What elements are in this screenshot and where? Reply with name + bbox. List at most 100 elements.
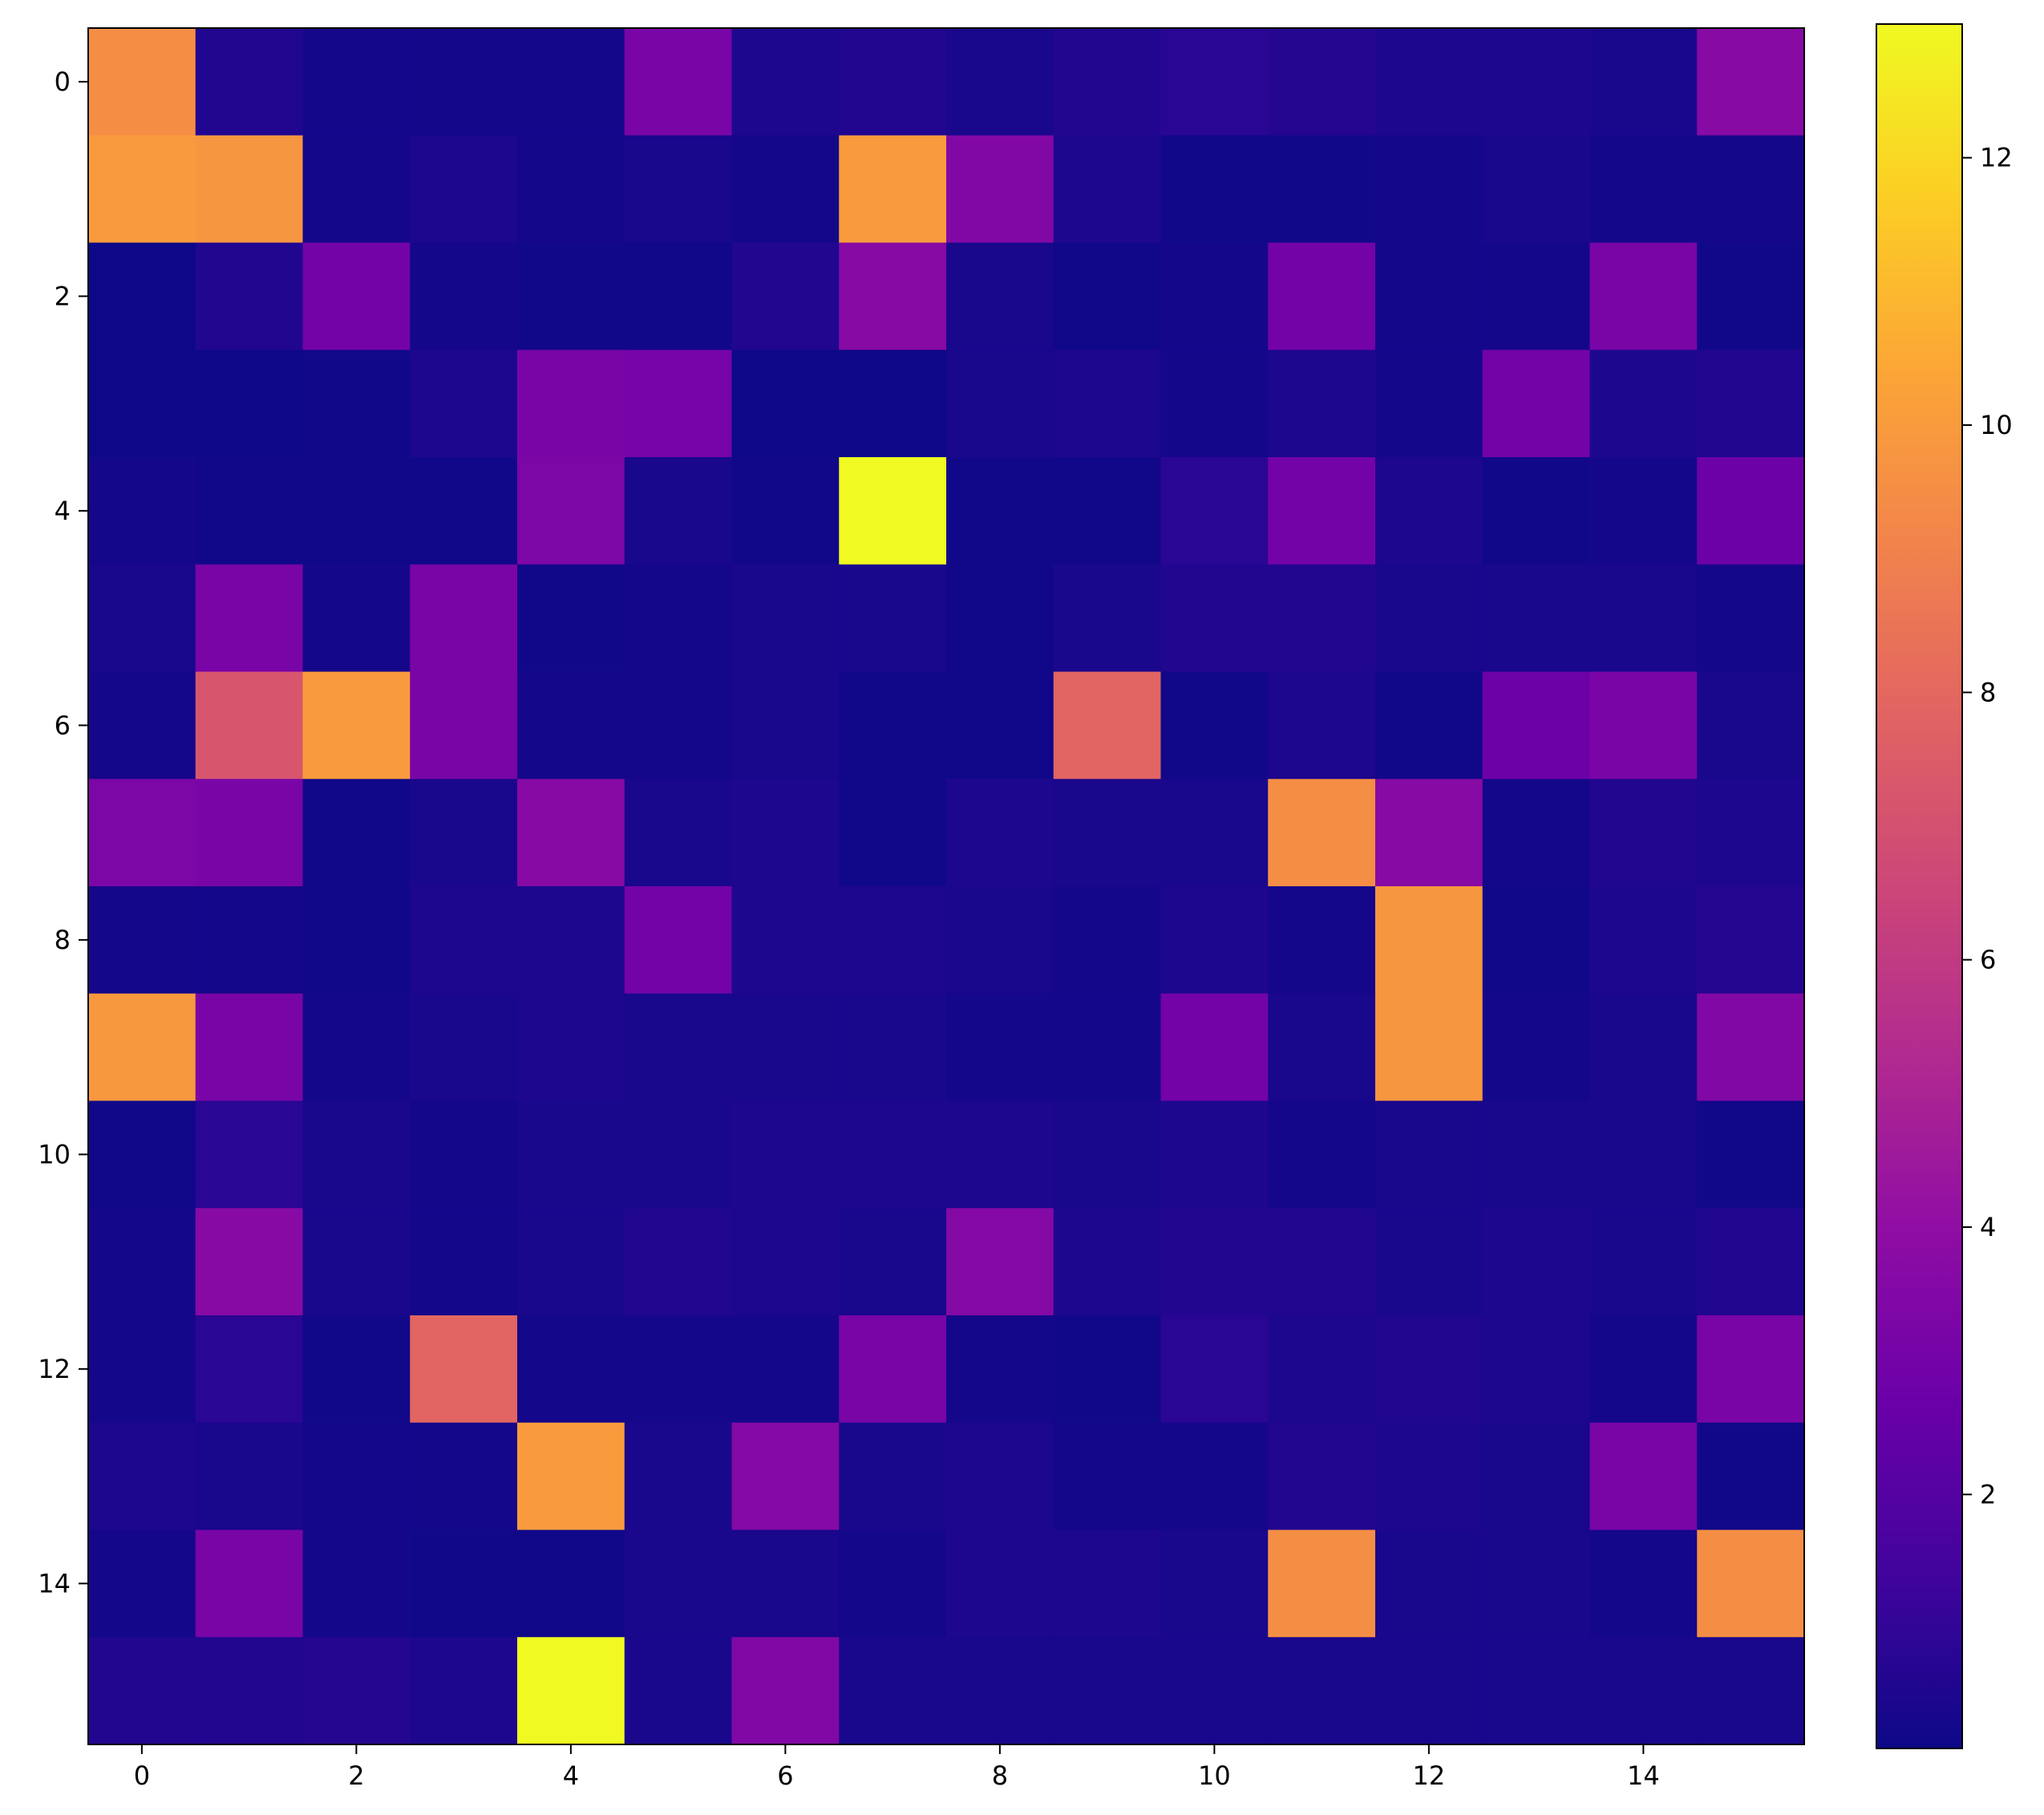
heatmap-cell-r11-c12 — [1375, 1208, 1483, 1316]
heatmap-cell-r0-c13 — [1482, 28, 1591, 136]
heatmap-cell-r13-c13 — [1482, 1422, 1591, 1531]
heatmap-cell-r13-c9 — [1053, 1422, 1162, 1531]
heatmap-cell-r13-c5 — [624, 1422, 733, 1531]
heatmap-cell-r14-c3 — [410, 1529, 518, 1638]
heatmap-cell-r14-c13 — [1482, 1529, 1591, 1638]
heatmap-cell-r15-c8 — [946, 1637, 1054, 1745]
heatmap-cell-r7-c10 — [1160, 779, 1269, 887]
heatmap-cell-r5-c8 — [946, 564, 1054, 673]
heatmap-cell-r5-c6 — [731, 564, 840, 673]
heatmap-cell-r8-c9 — [1053, 886, 1162, 995]
x-tick-label-2: 2 — [348, 1760, 364, 1791]
plot-frame — [87, 27, 1805, 1745]
heatmap-cell-r3-c4 — [517, 350, 625, 458]
heatmap-cell-r14-c10 — [1160, 1529, 1269, 1638]
heatmap-cell-r0-c11 — [1268, 28, 1376, 136]
heatmap-cell-r4-c5 — [624, 457, 733, 565]
y-tick-label-10: 10 — [38, 1139, 71, 1169]
y-tick-label-8: 8 — [55, 925, 71, 955]
heatmap-cell-r7-c2 — [302, 779, 411, 887]
heatmap-cell-r2-c1 — [195, 242, 304, 350]
heatmap-cell-r7-c4 — [517, 779, 625, 887]
heatmap-cell-r5-c13 — [1482, 564, 1591, 673]
heatmap-cell-r2-c10 — [1160, 242, 1269, 350]
heatmap-cell-r10-c7 — [839, 1100, 947, 1209]
heatmap-cell-r7-c5 — [624, 779, 733, 887]
heatmap-cell-r9-c9 — [1053, 993, 1162, 1102]
heatmap-cell-r12-c3 — [410, 1315, 518, 1424]
x-tick-label-8: 8 — [992, 1760, 1008, 1791]
heatmap-cell-r12-c10 — [1160, 1315, 1269, 1424]
heatmap-cell-r5-c10 — [1160, 564, 1269, 673]
heatmap-cell-r5-c4 — [517, 564, 625, 673]
heatmap-cell-r8-c11 — [1268, 886, 1376, 995]
heatmap-cell-r9-c13 — [1482, 993, 1591, 1102]
heatmap-cell-r0-c14 — [1589, 28, 1698, 136]
heatmap-cell-r6-c11 — [1268, 671, 1376, 780]
heatmap-cell-r4-c11 — [1268, 457, 1376, 565]
colorbar-tick-label-2: 2 — [1980, 1479, 1996, 1509]
heatmap-cell-r1-c10 — [1160, 135, 1269, 244]
heatmap-cell-r9-c2 — [302, 993, 411, 1102]
heatmap-cell-r15-c6 — [731, 1637, 840, 1745]
heatmap-cell-r4-c1 — [195, 457, 304, 565]
y-tick-label-4: 4 — [55, 496, 71, 526]
heatmap-cell-r8-c6 — [731, 886, 840, 995]
heatmap-cell-r9-c12 — [1375, 993, 1483, 1102]
x-tick-label-4: 4 — [563, 1760, 579, 1791]
heatmap-cell-r13-c0 — [88, 1422, 196, 1531]
heatmap-cell-r9-c8 — [946, 993, 1054, 1102]
heatmap-cell-r7-c6 — [731, 779, 840, 887]
heatmap-cell-r7-c9 — [1053, 779, 1162, 887]
heatmap-cell-r2-c7 — [839, 242, 947, 350]
heatmap-cell-r4-c10 — [1160, 457, 1269, 565]
heatmap-cell-r5-c15 — [1697, 564, 1805, 673]
colorbar-tick-label-6: 6 — [1980, 945, 1996, 975]
heatmap-cell-r3-c15 — [1697, 350, 1805, 458]
heatmap-cell-r1-c5 — [624, 135, 733, 244]
heatmap-cell-r14-c5 — [624, 1529, 733, 1638]
heatmap-cell-r11-c8 — [946, 1208, 1054, 1316]
heatmap-cell-r10-c6 — [731, 1100, 840, 1209]
heatmap-cell-r15-c7 — [839, 1637, 947, 1745]
heatmap-cell-r4-c4 — [517, 457, 625, 565]
heatmap-cell-r10-c8 — [946, 1100, 1054, 1209]
heatmap-cell-r2-c14 — [1589, 242, 1698, 350]
heatmap-cell-r15-c14 — [1589, 1637, 1698, 1745]
heatmap-cell-r3-c6 — [731, 350, 840, 458]
heatmap-cell-r2-c3 — [410, 242, 518, 350]
heatmap-cell-r1-c9 — [1053, 135, 1162, 244]
heatmap-cell-r9-c1 — [195, 993, 304, 1102]
heatmap-cell-r12-c11 — [1268, 1315, 1376, 1424]
heatmap-cell-r13-c7 — [839, 1422, 947, 1531]
heatmap-cell-r10-c13 — [1482, 1100, 1591, 1209]
heatmap-cells — [88, 28, 1805, 1745]
heatmap-cell-r7-c1 — [195, 779, 304, 887]
heatmap-cell-r2-c4 — [517, 242, 625, 350]
colorbar-tick-label-12: 12 — [1980, 143, 2013, 173]
heatmap-cell-r12-c9 — [1053, 1315, 1162, 1424]
heatmap-cell-r15-c15 — [1697, 1637, 1805, 1745]
heatmap-cell-r0-c7 — [839, 28, 947, 136]
heatmap-cell-r3-c2 — [302, 350, 411, 458]
heatmap-cell-r10-c10 — [1160, 1100, 1269, 1209]
heatmap-cell-r4-c15 — [1697, 457, 1805, 565]
colorbar-tick-label-8: 8 — [1980, 677, 1996, 707]
heatmap-cell-r15-c1 — [195, 1637, 304, 1745]
heatmap-cell-r7-c12 — [1375, 779, 1483, 887]
heatmap-cell-r0-c4 — [517, 28, 625, 136]
heatmap-cell-r14-c6 — [731, 1529, 840, 1638]
heatmap-cell-r6-c7 — [839, 671, 947, 780]
heatmap-cell-r8-c15 — [1697, 886, 1805, 995]
heatmap-cell-r1-c8 — [946, 135, 1054, 244]
heatmap-cell-r3-c12 — [1375, 350, 1483, 458]
heatmap-cell-r11-c14 — [1589, 1208, 1698, 1316]
heatmap-cell-r11-c9 — [1053, 1208, 1162, 1316]
heatmap-cell-r14-c15 — [1697, 1529, 1805, 1638]
heatmap-cell-r1-c12 — [1375, 135, 1483, 244]
colorbar-tick-label-10: 10 — [1980, 410, 2013, 440]
heatmap-cell-r12-c4 — [517, 1315, 625, 1424]
y-tick-label-0: 0 — [55, 67, 71, 97]
heatmap-cell-r15-c2 — [302, 1637, 411, 1745]
heatmap-cell-r7-c3 — [410, 779, 518, 887]
